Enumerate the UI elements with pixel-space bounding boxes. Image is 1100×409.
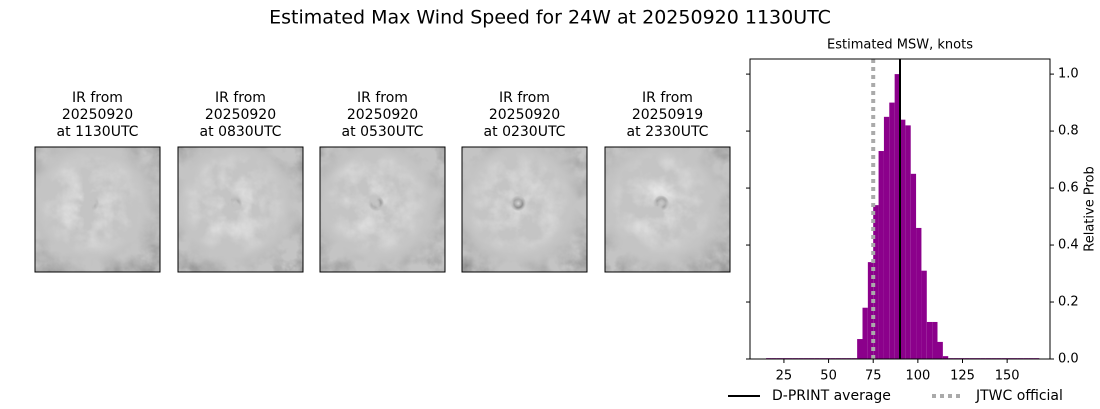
hist-bar: [905, 125, 911, 359]
panel-label: at 2330UTC: [627, 124, 709, 140]
axes-frame: [749, 58, 1051, 360]
panel-label: 20250920: [205, 107, 276, 123]
y-tick-label: 0.8: [1058, 124, 1079, 139]
panel-label: IR from: [72, 90, 123, 106]
axes-title: Estimated MSW, knots: [827, 38, 973, 53]
x-tick-label: 100: [905, 369, 930, 384]
ir-texture: [462, 147, 587, 272]
hist-bar: [889, 102, 895, 359]
panel-label: 20250920: [489, 107, 560, 123]
image-frame: [177, 146, 304, 273]
legend-label: JTWC official: [975, 388, 1063, 404]
image-frame: [604, 146, 731, 273]
hist-bar: [873, 205, 879, 359]
hist-bar: [867, 262, 874, 359]
hist-bar: [857, 339, 863, 359]
hist-bar: [942, 356, 949, 359]
hist-bar: [862, 307, 868, 359]
x-tick-label: 50: [820, 369, 837, 384]
hist-bar: [921, 270, 927, 359]
panel-label: at 0530UTC: [342, 124, 424, 140]
panel-label: at 1130UTC: [57, 124, 139, 140]
image-frame: [461, 146, 588, 273]
figure-title: Estimated Max Wind Speed for 24W at 2025…: [269, 7, 831, 29]
hist-bar: [937, 341, 943, 359]
hist-bar: [932, 321, 938, 359]
y-tick-label: 0.2: [1058, 295, 1079, 310]
ir-texture: [178, 147, 303, 272]
hist-bar: [910, 173, 917, 359]
panel-label: IR from: [499, 90, 550, 106]
ir-texture: [605, 147, 730, 272]
y-tick-label: 0.4: [1058, 238, 1079, 253]
x-tick-label: 150: [995, 369, 1020, 384]
panel-label: 20250920: [62, 107, 133, 123]
ir-texture: [320, 147, 445, 272]
x-tick-label: 25: [776, 369, 793, 384]
ir-texture: [35, 147, 160, 272]
panel-label: IR from: [357, 90, 408, 106]
panel-label: IR from: [215, 90, 266, 106]
hist-bar: [883, 116, 890, 360]
y-tick-label: 0.6: [1058, 181, 1079, 196]
panel-label: at 0830UTC: [200, 124, 282, 140]
image-frame: [319, 146, 446, 273]
y-axis-label: Relative Prob: [1083, 166, 1098, 251]
hist-bar: [878, 151, 884, 359]
hist-bar: [916, 227, 922, 359]
hist-bar: [900, 119, 906, 359]
legend-label: D-PRINT average: [772, 388, 891, 404]
y-tick-label: 1.0: [1058, 67, 1079, 82]
hist-bar: [926, 321, 933, 359]
panel-label: 20250919: [632, 107, 703, 123]
x-tick-label: 125: [950, 369, 975, 384]
x-tick-label: 75: [865, 369, 882, 384]
panel-label: at 0230UTC: [484, 124, 566, 140]
panel-label: IR from: [642, 90, 693, 106]
y-tick-label: 0.0: [1058, 352, 1079, 367]
hist-bar: [894, 74, 900, 359]
panel-label: 20250920: [347, 107, 418, 123]
image-frame: [34, 146, 161, 273]
